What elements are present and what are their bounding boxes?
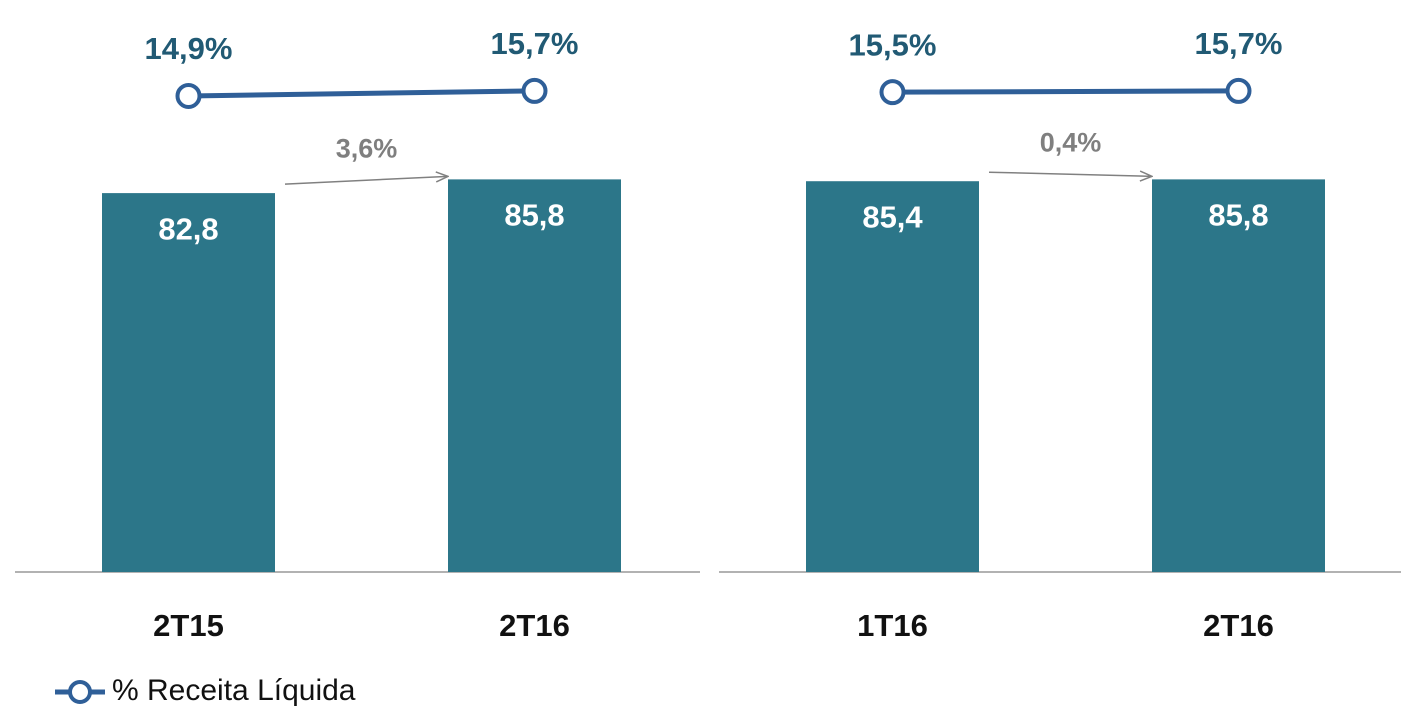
- growth-arrow: [988, 172, 1152, 176]
- data-label: 14,9%: [145, 31, 233, 66]
- line: [188, 88, 535, 99]
- data-label: 15,7%: [1195, 26, 1283, 61]
- line-point: [1225, 77, 1252, 104]
- data-label: 82,8: [158, 211, 218, 246]
- x-tick-label: 2T15: [153, 608, 224, 643]
- bar: [448, 179, 621, 572]
- bar: [102, 193, 275, 573]
- data-label: 85,4: [862, 199, 923, 234]
- data-label: 15,7%: [491, 26, 579, 61]
- line-point: [175, 82, 202, 109]
- growth-label: 3,6%: [336, 133, 398, 163]
- data-label: 85,8: [1208, 198, 1268, 233]
- x-tick-label: 2T16: [499, 608, 570, 643]
- legend-label: % Receita Líquida: [112, 674, 356, 707]
- line-point: [521, 77, 548, 104]
- growth-arrow: [284, 176, 448, 185]
- line: [892, 88, 1239, 95]
- x-tick-label: 1T16: [857, 608, 928, 643]
- line-point: [879, 79, 906, 106]
- bar: [806, 181, 979, 572]
- legend-marker: [68, 680, 92, 704]
- growth-label: 0,4%: [1040, 127, 1102, 157]
- panel: 1T16 2T16 85,4 85,8 15,5% 15,7% 0,4%: [719, 26, 1401, 643]
- data-label: 85,8: [504, 198, 564, 233]
- bar: [1152, 179, 1325, 572]
- data-label: 15,5%: [849, 27, 937, 62]
- x-tick-label: 2T16: [1203, 608, 1274, 643]
- panel: 2T15 2T16 82,8 85,8 14,9% 15,7% 3,6%: [15, 26, 700, 643]
- legend: % Receita Líquida: [55, 674, 356, 707]
